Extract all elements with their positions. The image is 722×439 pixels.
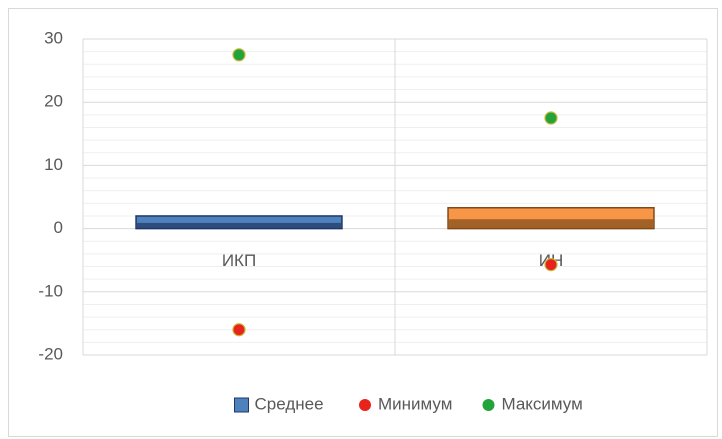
legend-label: Максимум (502, 394, 583, 413)
point (232, 48, 246, 62)
y-tick-label: -10 (38, 281, 63, 300)
point (232, 323, 246, 337)
x-tick-label: ИКП (222, 251, 256, 270)
legend-label: Минимум (378, 394, 452, 413)
y-tick-label: 20 (44, 92, 63, 111)
bar-shade (449, 219, 653, 229)
point (544, 111, 558, 125)
y-tick-label: 30 (44, 28, 63, 47)
legend-swatch (482, 399, 495, 411)
legend-swatch (234, 397, 249, 413)
y-tick-label: 10 (44, 155, 63, 174)
bar-shade (137, 222, 341, 229)
y-tick-label: -20 (38, 344, 63, 363)
y-tick-label: 0 (54, 218, 63, 237)
point (544, 258, 558, 272)
legend-swatch (359, 399, 371, 411)
legend-label: Среднее (255, 394, 324, 413)
